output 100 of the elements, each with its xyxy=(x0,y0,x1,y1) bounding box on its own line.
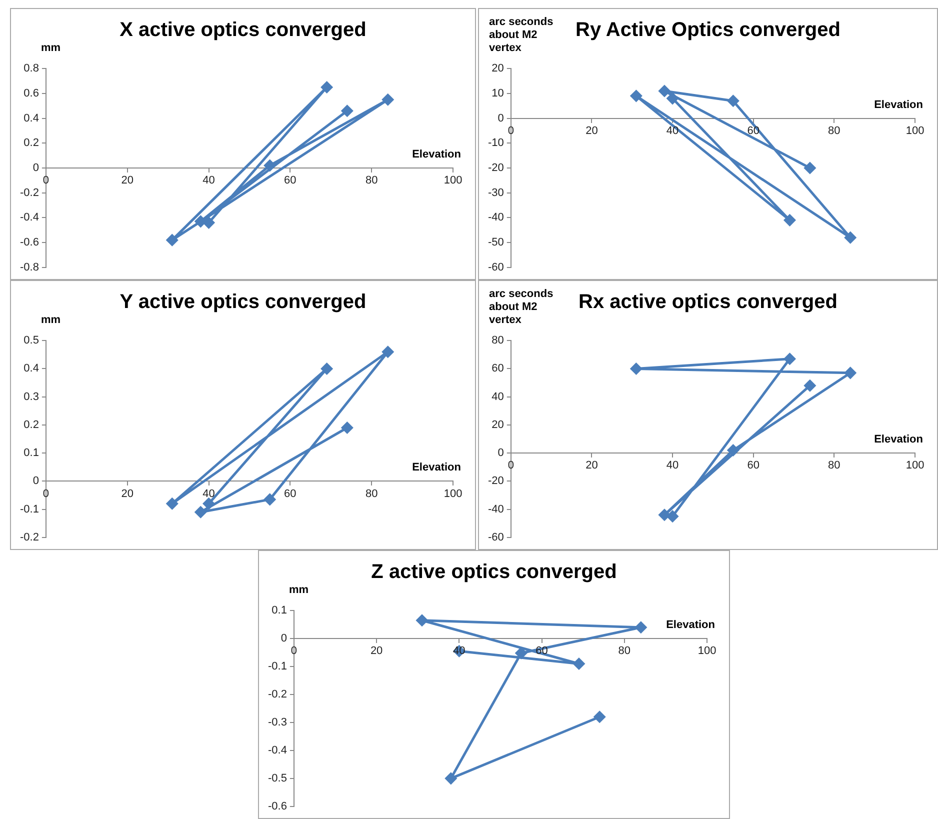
point xyxy=(194,216,206,228)
x-tick-label: 0 xyxy=(508,124,514,137)
y-tick-label: 0.2 xyxy=(24,137,39,150)
point xyxy=(594,711,606,723)
x-tick-label: 80 xyxy=(828,124,840,137)
y-tick-label: 0.1 xyxy=(272,604,287,617)
y-tick-label: 60 xyxy=(492,362,504,375)
y-tick-label: -20 xyxy=(488,162,504,174)
x-tick-label: 100 xyxy=(444,488,462,500)
x-tick-label: 100 xyxy=(444,174,462,187)
y-tick-label: 0 xyxy=(32,475,39,488)
y-tick-label: -0.2 xyxy=(268,688,287,701)
y-tick-label: -0.4 xyxy=(20,212,39,224)
y-tick-label: -0.3 xyxy=(268,716,287,729)
y-tick-label: 0.2 xyxy=(24,418,39,431)
point xyxy=(658,509,670,521)
point xyxy=(264,494,276,506)
point xyxy=(341,105,353,117)
x-tick-label: 60 xyxy=(747,460,760,472)
y-axis-title: mm xyxy=(289,584,310,597)
point xyxy=(515,647,527,659)
point xyxy=(445,772,457,784)
y-tick-label: 80 xyxy=(492,334,504,347)
chart-title: X active optics converged xyxy=(118,19,368,42)
point xyxy=(666,510,678,522)
point xyxy=(844,367,856,379)
point xyxy=(635,622,647,634)
x-axis-title: Elevation xyxy=(412,462,462,474)
x-tick-label: 60 xyxy=(284,488,296,500)
y-tick-label: 0.5 xyxy=(24,334,39,347)
y-axis-title: arc seconds about M2 vertex xyxy=(489,16,554,55)
y-tick-label: -0.1 xyxy=(268,660,287,673)
point xyxy=(784,214,796,226)
x-tick-label: 40 xyxy=(666,460,679,472)
y-tick-label: -50 xyxy=(488,236,504,249)
chart-title: Ry Active Optics converged xyxy=(576,19,840,41)
point xyxy=(630,90,642,102)
x-tick-label: 0 xyxy=(42,174,50,187)
x-tick-label: 100 xyxy=(906,460,924,472)
x-tick-label: 0 xyxy=(42,488,50,500)
y-tick-label: 20 xyxy=(492,418,504,431)
x-tick-label: 80 xyxy=(365,488,378,500)
point xyxy=(382,346,394,358)
point xyxy=(321,362,333,374)
x-tick-label: 0 xyxy=(508,460,514,472)
point xyxy=(203,216,215,228)
point xyxy=(203,498,215,510)
y-tick-label: 0.4 xyxy=(24,112,39,124)
y-tick-label: 0.8 xyxy=(24,62,39,75)
y-tick-label: 0.3 xyxy=(24,390,39,403)
y-axis-title: arc seconds about M2 vertex xyxy=(489,288,554,327)
point xyxy=(382,94,394,106)
y-tick-label: -0.6 xyxy=(20,236,39,249)
point xyxy=(321,81,333,93)
y-tick-label: 0 xyxy=(280,632,287,645)
point xyxy=(166,498,178,510)
y-axis-title: mm xyxy=(41,314,62,327)
y-tick-label: -30 xyxy=(488,186,504,199)
y-tick-label: -40 xyxy=(488,503,504,516)
y-tick-label: -0.8 xyxy=(20,261,39,274)
x-axis-title: Elevation xyxy=(412,148,462,161)
point xyxy=(784,353,796,365)
y-tick-label: 10 xyxy=(492,87,504,100)
x-tick-label: 80 xyxy=(618,645,631,658)
y-tick-label: 0 xyxy=(498,112,504,124)
y-tick-label: -0.5 xyxy=(268,772,287,784)
y-tick-label: -10 xyxy=(488,137,504,150)
x-tick-label: 20 xyxy=(586,124,598,137)
point xyxy=(727,444,739,456)
y-tick-label: 0.1 xyxy=(24,447,39,460)
point xyxy=(341,422,353,434)
y-tick-label: 0 xyxy=(498,447,504,460)
x-tick-label: 60 xyxy=(747,124,760,137)
x-tick-label: 100 xyxy=(906,124,924,137)
x-tick-label: 80 xyxy=(365,174,378,187)
y-tick-label: -40 xyxy=(488,212,504,224)
x-tick-label: 40 xyxy=(202,174,215,187)
x-axis-title: Elevation xyxy=(874,98,924,111)
y-tick-label: -60 xyxy=(488,531,504,544)
chart-title: Rx active optics converged xyxy=(578,291,838,313)
point xyxy=(194,506,206,518)
point xyxy=(804,162,816,174)
x-tick-label: 20 xyxy=(370,645,383,658)
point xyxy=(630,362,642,374)
point xyxy=(844,232,856,244)
x-tick-label: 60 xyxy=(284,174,296,187)
point xyxy=(804,380,816,392)
x-tick-label: 20 xyxy=(121,174,134,187)
y-tick-label: -0.1 xyxy=(20,503,39,516)
y-tick-label: -20 xyxy=(488,475,504,488)
point xyxy=(166,234,178,246)
point xyxy=(727,95,739,107)
x-tick-label: 100 xyxy=(698,645,716,658)
y-tick-label: -0.2 xyxy=(20,531,39,544)
x-tick-label: 40 xyxy=(666,124,679,137)
y-tick-label: 0.6 xyxy=(24,87,39,100)
y-tick-label: 40 xyxy=(492,390,504,403)
y-axis-title: mm xyxy=(41,42,62,55)
chart-title: Z active optics converged xyxy=(370,561,618,584)
x-tick-label: 80 xyxy=(828,460,840,472)
